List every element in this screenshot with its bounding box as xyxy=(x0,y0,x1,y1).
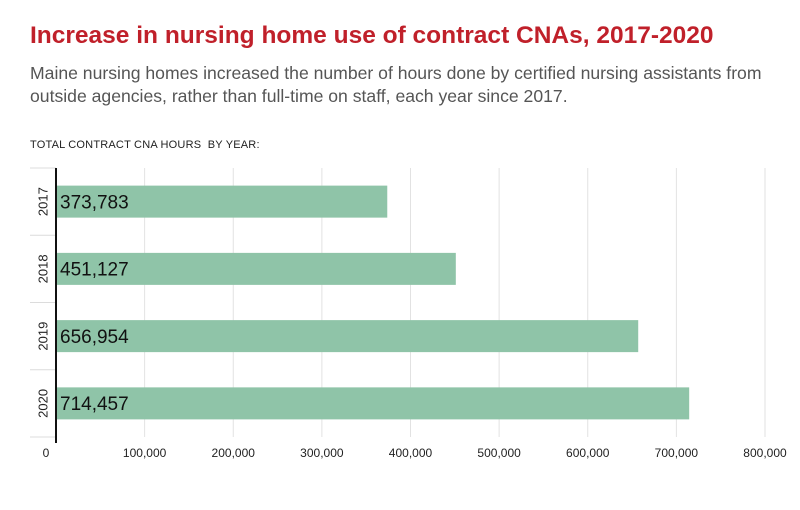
x-tick-label: 700,000 xyxy=(655,446,699,460)
bar xyxy=(56,252,456,285)
category-label: 2020 xyxy=(36,389,51,418)
chart-title: Increase in nursing home use of contract… xyxy=(30,22,714,49)
bar xyxy=(56,387,690,420)
x-tick-label: 300,000 xyxy=(300,446,344,460)
data-label: 373,783 xyxy=(60,192,129,213)
x-tick-label: 100,000 xyxy=(123,446,167,460)
x-tick-label: 0 xyxy=(43,446,50,460)
data-label: 656,954 xyxy=(60,327,129,348)
data-label: 451,127 xyxy=(60,260,129,281)
category-label: 2017 xyxy=(36,187,51,216)
data-label: 714,457 xyxy=(60,394,129,415)
category-label: 2018 xyxy=(36,254,51,283)
x-tick-label: 500,000 xyxy=(477,446,521,460)
x-tick-label: 400,000 xyxy=(389,446,433,460)
chart-subtitle: Maine nursing homes increased the number… xyxy=(30,63,762,106)
axis-caption: TOTAL CONTRACT CNA HOURS BY YEAR: xyxy=(30,139,260,151)
bar xyxy=(56,320,639,353)
x-tick-label: 200,000 xyxy=(212,446,256,460)
category-label: 2019 xyxy=(36,322,51,351)
x-tick-label: 800,000 xyxy=(743,446,787,460)
x-tick-label: 600,000 xyxy=(566,446,610,460)
bar xyxy=(56,185,388,218)
